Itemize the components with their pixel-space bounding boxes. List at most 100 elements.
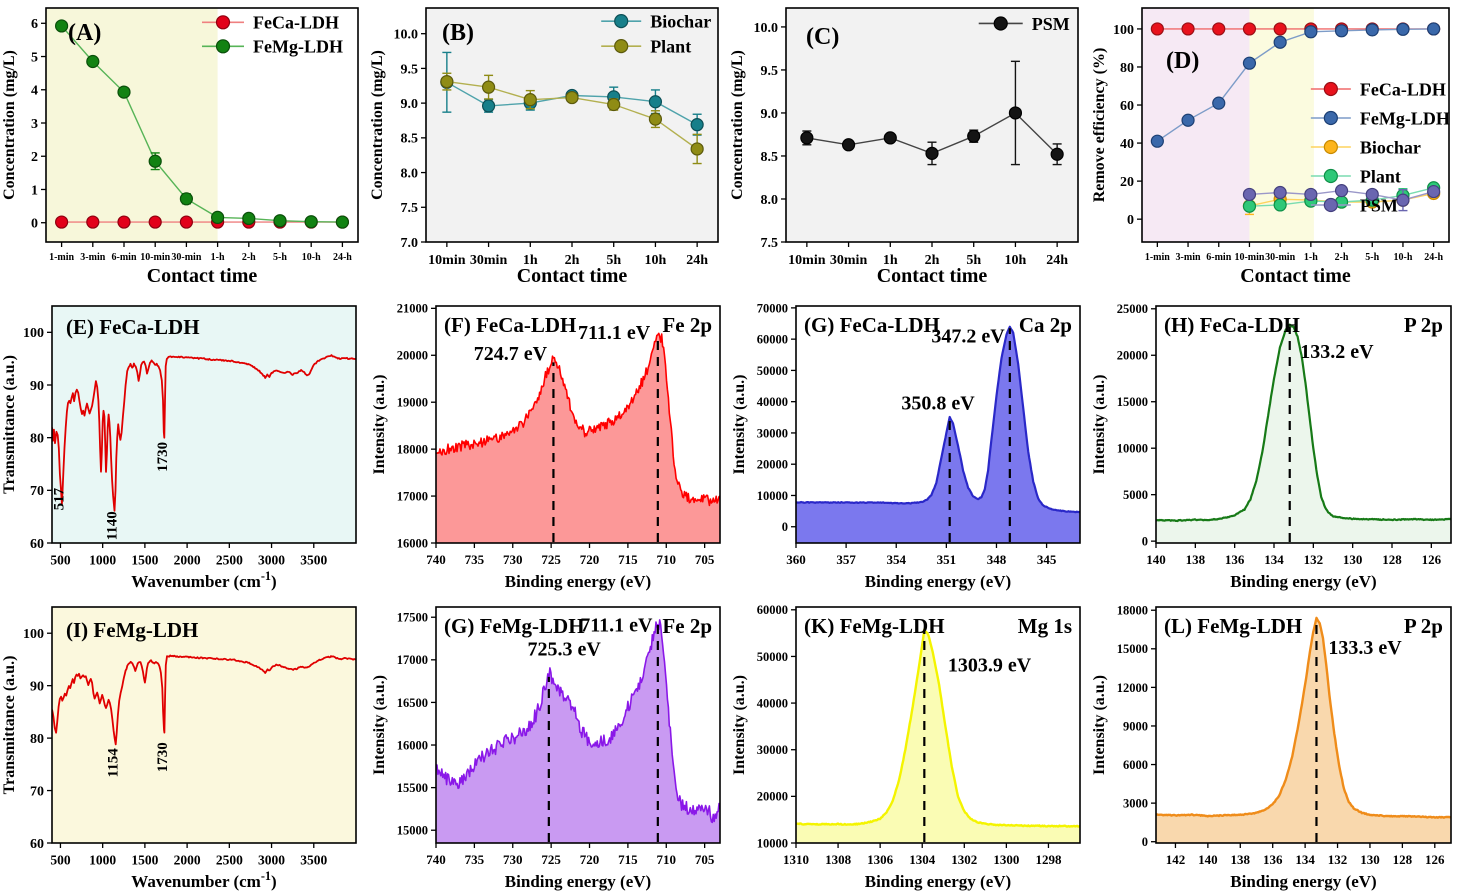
panel-l-svg: 142 140 138 136 134 132 130 128 126 0 3000 6000 9000… [1091, 604, 1452, 891]
svg-text:0: 0 [1142, 835, 1148, 849]
svg-text:Binding energy (eV): Binding energy (eV) [865, 872, 1011, 891]
svg-text:Binding energy (eV): Binding energy (eV) [505, 872, 651, 891]
svg-text:132: 132 [1328, 852, 1348, 867]
svg-text:(A): (A) [68, 20, 101, 46]
svg-text:130: 130 [1360, 852, 1380, 867]
svg-text:132: 132 [1304, 552, 1324, 567]
svg-text:100: 100 [1113, 23, 1134, 38]
svg-text:10min: 10min [428, 253, 466, 268]
svg-text:7.5: 7.5 [761, 236, 779, 251]
svg-text:40: 40 [1120, 137, 1134, 152]
svg-text:6000: 6000 [1123, 758, 1148, 772]
svg-text:5-h: 5-h [273, 252, 287, 263]
svg-text:8.5: 8.5 [761, 150, 779, 165]
svg-text:9.5: 9.5 [761, 64, 779, 79]
panel-g: 360 357 354 351 348 345 0 10000 20000 30000 40000 5… [730, 290, 1090, 595]
svg-text:(G) FeCa-LDH: (G) FeCa-LDH [804, 313, 940, 337]
svg-text:2000: 2000 [174, 553, 201, 568]
svg-text:142: 142 [1166, 852, 1186, 867]
svg-text:Concentration (mg/L): Concentration (mg/L) [730, 50, 746, 200]
svg-text:20000: 20000 [397, 349, 428, 363]
svg-text:21000: 21000 [397, 302, 428, 316]
panel-a: 1-min 3-min 6-min 10-min 30-min 1-h 2-h 5-h 10-h… [0, 0, 370, 290]
svg-text:350.8 eV: 350.8 eV [901, 392, 975, 414]
svg-text:Intensity (a.u.): Intensity (a.u.) [1091, 675, 1108, 775]
svg-text:50000: 50000 [757, 650, 788, 664]
svg-text:5000: 5000 [1123, 488, 1148, 502]
svg-text:136: 136 [1263, 852, 1283, 867]
svg-text:3-min: 3-min [1176, 252, 1201, 263]
svg-text:500: 500 [50, 553, 71, 568]
svg-text:P 2p: P 2p [1404, 614, 1443, 638]
svg-text:9.5: 9.5 [401, 62, 419, 77]
svg-text:711.1 eV: 711.1 eV [578, 322, 651, 344]
svg-text:5h: 5h [606, 253, 621, 268]
svg-text:(E) FeCa-LDH: (E) FeCa-LDH [66, 315, 200, 339]
svg-text:Contact time: Contact time [877, 265, 988, 287]
svg-text:2000: 2000 [174, 853, 201, 868]
svg-text:Mg 1s: Mg 1s [1018, 614, 1072, 638]
svg-text:710: 710 [657, 852, 677, 867]
svg-text:1000: 1000 [89, 853, 116, 868]
svg-text:7.5: 7.5 [401, 201, 419, 216]
svg-text:Plant: Plant [650, 36, 691, 56]
svg-text:50000: 50000 [757, 364, 788, 378]
svg-text:Fe 2p: Fe 2p [662, 313, 712, 337]
svg-text:Ca 2p: Ca 2p [1019, 313, 1072, 337]
svg-text:2-h: 2-h [1335, 252, 1349, 263]
svg-text:Intensity (a.u.): Intensity (a.u.) [371, 374, 388, 474]
panel-k-svg: 1310 1308 1306 1304 1302 1300 1298 10000 20000 30… [731, 603, 1081, 891]
svg-text:735: 735 [465, 552, 485, 567]
svg-text:17500: 17500 [397, 611, 428, 625]
svg-text:24-h: 24-h [1424, 252, 1443, 263]
svg-text:60: 60 [30, 837, 44, 852]
svg-text:9.0: 9.0 [761, 107, 779, 122]
svg-text:10-h: 10-h [302, 252, 321, 263]
svg-text:Binding energy (eV): Binding energy (eV) [1230, 572, 1376, 591]
svg-text:133.3 eV: 133.3 eV [1328, 637, 1402, 659]
panel-d: 1-min 3-min 6-min 10-min 30-min 1-h 2-h 5-h 10-h… [1090, 0, 1463, 290]
svg-text:1730: 1730 [155, 442, 171, 472]
svg-text:138: 138 [1186, 552, 1206, 567]
svg-text:FeCa-LDH: FeCa-LDH [1360, 79, 1446, 99]
svg-text:724.7 eV: 724.7 eV [474, 343, 548, 365]
svg-text:735: 735 [465, 852, 485, 867]
svg-text:345: 345 [1037, 552, 1057, 567]
svg-text:720: 720 [580, 552, 600, 567]
svg-text:9.0: 9.0 [401, 97, 419, 112]
svg-text:40000: 40000 [757, 395, 788, 409]
svg-text:6: 6 [31, 17, 38, 32]
svg-text:133.2 eV: 133.2 eV [1300, 341, 1374, 363]
panel-a-svg: 1-min 3-min 6-min 10-min 30-min 1-h 2-h 5-h 10-h… [1, 7, 359, 287]
svg-text:(D): (D) [1166, 48, 1199, 74]
panel-h-svg: 140 138 136 134 132 130 128 126 0 5000 10000 15000 2… [1091, 302, 1452, 591]
svg-text:3000: 3000 [1123, 797, 1148, 811]
svg-text:18000: 18000 [397, 443, 428, 457]
svg-text:Binding energy (eV): Binding energy (eV) [1230, 872, 1376, 891]
svg-text:16000: 16000 [397, 738, 428, 752]
svg-text:1500: 1500 [131, 853, 158, 868]
svg-text:90: 90 [30, 680, 44, 695]
panel-d-svg: 1-min 3-min 6-min 10-min 30-min 1-h 2-h 5-h 10-h… [1091, 7, 1450, 287]
svg-text:5h: 5h [966, 253, 981, 268]
svg-text:140: 140 [1146, 552, 1166, 567]
svg-text:138: 138 [1231, 852, 1251, 867]
svg-text:Intensity (a.u.): Intensity (a.u.) [1091, 374, 1108, 474]
svg-text:FeCa-LDH: FeCa-LDH [253, 13, 339, 33]
svg-text:Intensity (a.u.): Intensity (a.u.) [731, 374, 748, 474]
svg-text:1-h: 1-h [211, 252, 225, 263]
panel-j-svg: 740 735 730 725 720 715 710 705 15000 15500 16000 1… [371, 606, 721, 891]
figure-row-3: 500 1000 1500 2000 2500 3000 3500 60 70 80 90 100 Wa… [0, 595, 1463, 895]
svg-text:1000: 1000 [89, 553, 116, 568]
svg-text:6-min: 6-min [112, 252, 137, 263]
svg-text:PSM: PSM [1360, 195, 1398, 215]
svg-text:10000: 10000 [757, 489, 788, 503]
svg-text:500: 500 [50, 853, 71, 868]
svg-text:Plant: Plant [1360, 166, 1401, 186]
panel-f-svg: 740 735 730 725 720 715 710 705 16000 17000 18000 1… [371, 302, 721, 591]
svg-text:PSM: PSM [1032, 14, 1070, 34]
svg-text:4: 4 [31, 84, 38, 99]
svg-text:Binding energy (eV): Binding energy (eV) [865, 572, 1011, 591]
svg-text:2h: 2h [925, 253, 940, 268]
